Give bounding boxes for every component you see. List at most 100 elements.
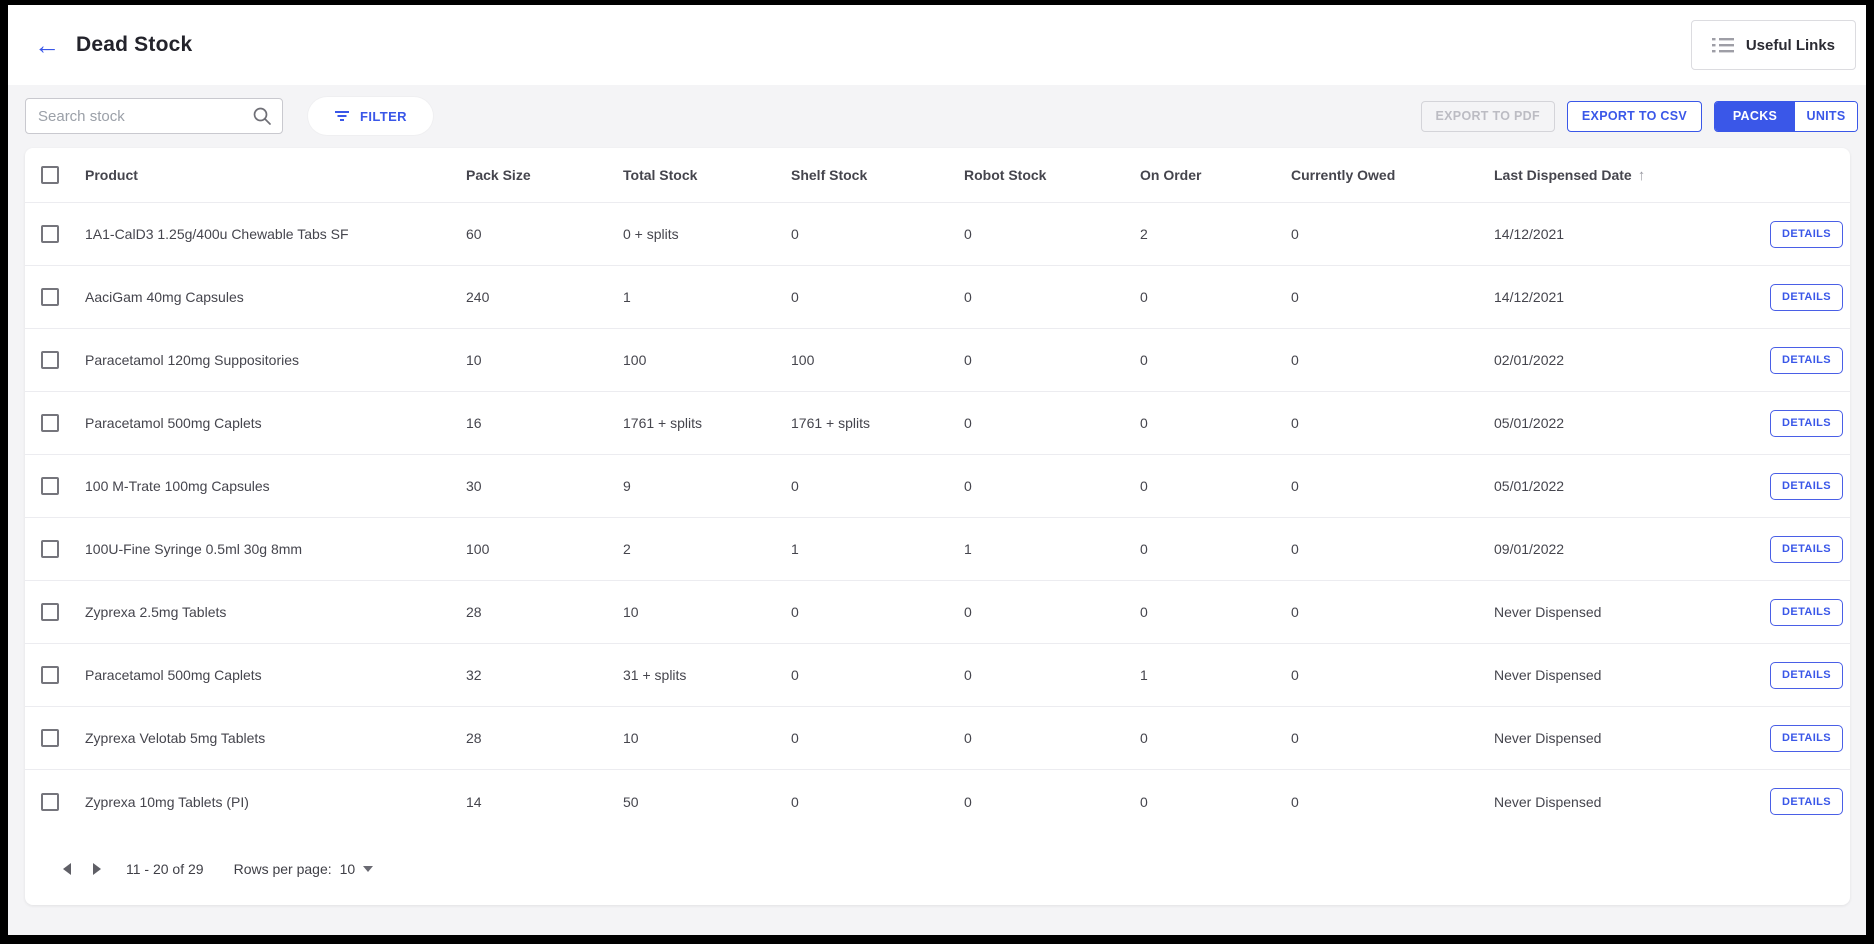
useful-links-label: Useful Links: [1745, 36, 1835, 54]
cell-product: Paracetamol 120mg Suppositories: [85, 352, 300, 368]
details-button[interactable]: DETAILS: [1770, 283, 1844, 311]
cell-shelf-stock: 0: [791, 730, 799, 746]
cell-total-stock: 31 + splits: [623, 667, 687, 683]
row-checkbox[interactable]: [41, 225, 59, 243]
details-button[interactable]: DETAILS: [1770, 472, 1844, 500]
dead-stock-table: Product Pack Size Total Stock Shelf Stoc…: [25, 148, 1850, 905]
previous-page-button[interactable]: [52, 854, 82, 884]
useful-links-button[interactable]: Useful Links: [1690, 20, 1856, 70]
table-row: Zyprexa 10mg Tablets (PI) 14 50 0 0 0 0 …: [25, 770, 1850, 833]
cell-currently-owed: 0: [1291, 604, 1299, 620]
details-button[interactable]: DETAILS: [1770, 409, 1844, 437]
details-button[interactable]: DETAILS: [1770, 598, 1844, 626]
cell-shelf-stock: 0: [791, 604, 799, 620]
last-dispensed-date-label: Last Dispensed Date: [1494, 166, 1632, 183]
column-header-shelf-stock[interactable]: Shelf Stock: [791, 167, 868, 183]
row-checkbox[interactable]: [41, 540, 59, 558]
row-checkbox[interactable]: [41, 603, 59, 621]
row-checkbox[interactable]: [41, 351, 59, 369]
cell-total-stock: 2: [623, 541, 631, 557]
cell-total-stock: 10: [623, 604, 639, 620]
table-row: 1A1-CalD3 1.25g/400u Chewable Tabs SF 60…: [25, 203, 1850, 266]
cell-pack-size: 16: [466, 415, 482, 431]
cell-robot-stock: 0: [964, 289, 972, 305]
back-button[interactable]: ←: [30, 28, 64, 62]
search-box: [25, 98, 283, 134]
details-button[interactable]: DETAILS: [1770, 346, 1844, 374]
cell-shelf-stock: 0: [791, 793, 799, 810]
column-header-product[interactable]: Product: [85, 167, 138, 183]
cell-on-order: 0: [1140, 415, 1148, 431]
cell-on-order: 0: [1140, 730, 1148, 746]
column-header-currently-owed[interactable]: Currently Owed: [1291, 167, 1396, 183]
cell-last-dispensed: 05/01/2022: [1494, 415, 1565, 431]
export-to-pdf-button[interactable]: EXPORT TO PDF: [1420, 100, 1555, 132]
row-checkbox[interactable]: [41, 729, 59, 747]
cell-total-stock: 0 + splits: [623, 226, 679, 242]
row-checkbox[interactable]: [41, 414, 59, 432]
table-header-row: Product Pack Size Total Stock Shelf Stoc…: [25, 148, 1850, 203]
column-header-robot-stock[interactable]: Robot Stock: [964, 167, 1047, 183]
select-all-checkbox[interactable]: [41, 166, 59, 184]
cell-product: Zyprexa 10mg Tablets (PI): [85, 793, 249, 810]
packs-toggle-button[interactable]: PACKS: [1715, 101, 1795, 131]
cell-shelf-stock: 0: [791, 667, 799, 683]
units-toggle-button[interactable]: UNITS: [1795, 101, 1857, 131]
filter-button[interactable]: FILTER: [308, 97, 433, 135]
row-checkbox-cell: [25, 288, 85, 306]
cell-currently-owed: 0: [1291, 730, 1299, 746]
cell-pack-size: 60: [466, 226, 482, 242]
column-header-last-dispensed-date[interactable]: Last Dispensed Date ↑: [1494, 167, 1770, 184]
details-button[interactable]: DETAILS: [1770, 661, 1844, 689]
cell-robot-stock: 0: [964, 667, 972, 683]
details-button[interactable]: DETAILS: [1770, 724, 1844, 752]
filter-icon: [334, 110, 350, 122]
cell-pack-size: 240: [466, 289, 490, 305]
details-button[interactable]: DETAILS: [1770, 788, 1844, 815]
page-title: Dead Stock: [76, 33, 193, 56]
sort-ascending-icon: ↑: [1637, 166, 1646, 184]
row-checkbox-cell: [25, 225, 85, 243]
row-checkbox[interactable]: [41, 288, 59, 306]
column-header-on-order[interactable]: On Order: [1140, 167, 1202, 183]
search-input[interactable]: [38, 107, 252, 125]
cell-currently-owed: 0: [1291, 667, 1299, 683]
cell-currently-owed: 0: [1291, 541, 1299, 557]
details-button[interactable]: DETAILS: [1770, 220, 1844, 248]
rows-per-page: Rows per page: 10: [234, 861, 374, 877]
row-checkbox-cell: [25, 477, 85, 495]
row-checkbox[interactable]: [41, 666, 59, 684]
row-checkbox-cell: [25, 666, 85, 684]
cell-shelf-stock: 0: [791, 478, 799, 494]
page-range-label: 11 - 20 of 29: [126, 861, 204, 877]
table-row: Paracetamol 500mg Caplets 16 1761 + spli…: [25, 392, 1850, 455]
search-icon: [252, 106, 272, 126]
cell-product: Paracetamol 500mg Caplets: [85, 415, 262, 431]
toolbar-right: EXPORT TO PDF EXPORT TO CSV PACKS UNITS: [433, 100, 1858, 132]
column-header-pack-size[interactable]: Pack Size: [466, 167, 531, 183]
row-checkbox-cell: [25, 729, 85, 747]
rows-per-page-select[interactable]: 10: [340, 861, 374, 877]
table-body: 1A1-CalD3 1.25g/400u Chewable Tabs SF 60…: [25, 203, 1850, 833]
toolbar: FILTER EXPORT TO PDF EXPORT TO CSV PACKS…: [8, 85, 1866, 135]
topbar: ← Dead Stock Useful Links: [8, 5, 1866, 85]
cell-shelf-stock: 100: [791, 352, 815, 368]
cell-on-order: 0: [1140, 793, 1148, 810]
column-header-total-stock[interactable]: Total Stock: [623, 167, 698, 183]
cell-last-dispensed: 14/12/2021: [1494, 289, 1565, 305]
cell-total-stock: 1761 + splits: [623, 415, 702, 431]
cell-shelf-stock: 0: [791, 289, 799, 305]
back-arrow-icon: ←: [34, 30, 60, 60]
cell-total-stock: 10: [623, 730, 639, 746]
row-checkbox[interactable]: [41, 792, 59, 811]
export-to-csv-button[interactable]: EXPORT TO CSV: [1566, 100, 1702, 132]
cell-on-order: 2: [1140, 226, 1148, 242]
table-row: Zyprexa 2.5mg Tablets 28 10 0 0 0 0 Neve…: [25, 581, 1850, 644]
cell-robot-stock: 0: [964, 604, 972, 620]
next-page-button[interactable]: [82, 854, 112, 884]
details-button[interactable]: DETAILS: [1770, 535, 1844, 563]
details-cell: DETAILS: [1770, 535, 1857, 563]
table-row: Zyprexa Velotab 5mg Tablets 28 10 0 0 0 …: [25, 707, 1850, 770]
row-checkbox[interactable]: [41, 477, 59, 495]
cell-robot-stock: 0: [964, 415, 972, 431]
